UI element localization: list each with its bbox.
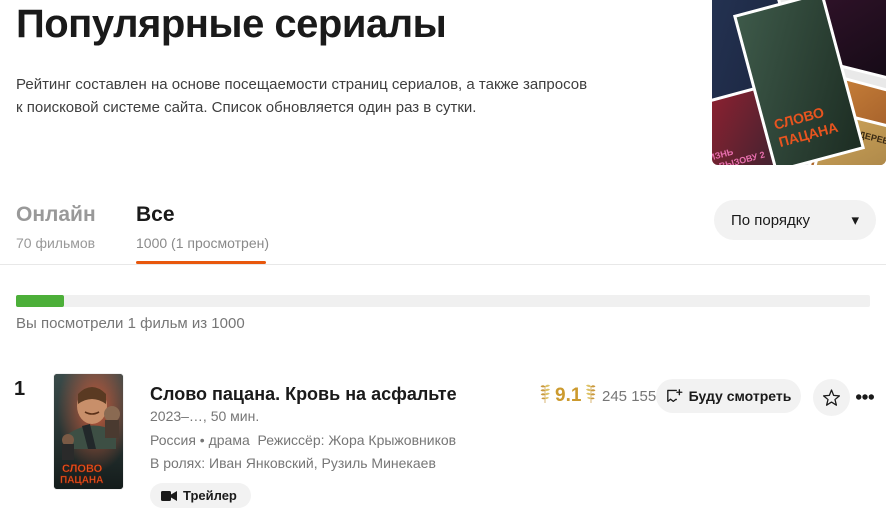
svg-text:СЛОВО: СЛОВО xyxy=(62,463,103,475)
svg-text:ПАЦАНА: ПАЦАНА xyxy=(60,475,103,486)
